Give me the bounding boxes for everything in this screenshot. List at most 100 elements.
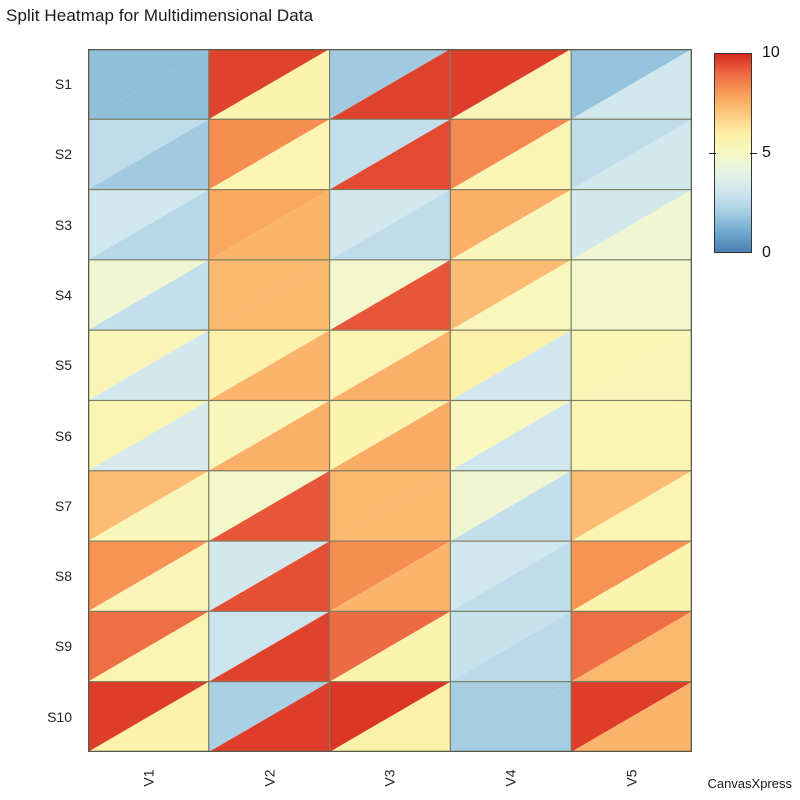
heatmap-cell[interactable]: [449, 681, 572, 752]
cell-upper-triangle[interactable]: [450, 611, 572, 682]
cell-upper-triangle[interactable]: [329, 470, 451, 542]
heatmap-cell[interactable]: [329, 681, 451, 752]
cell-lower-triangle[interactable]: [208, 330, 330, 401]
heatmap-cell[interactable]: [88, 610, 210, 683]
heatmap-cell[interactable]: [329, 399, 451, 472]
heatmap-svg[interactable]: [88, 49, 692, 752]
heatmap-cell[interactable]: [88, 118, 210, 191]
heatmap-cell[interactable]: [570, 470, 692, 542]
cell-lower-triangle[interactable]: [450, 611, 572, 682]
cell-lower-triangle[interactable]: [88, 470, 209, 542]
cell-upper-triangle[interactable]: [208, 49, 330, 120]
cell-lower-triangle[interactable]: [329, 541, 451, 612]
cell-lower-triangle[interactable]: [329, 470, 451, 542]
cell-lower-triangle[interactable]: [450, 470, 572, 542]
cell-upper-triangle[interactable]: [329, 611, 451, 682]
heatmap-cell[interactable]: [88, 540, 210, 612]
cell-upper-triangle[interactable]: [571, 681, 692, 752]
cell-lower-triangle[interactable]: [571, 259, 692, 331]
heatmap-cell[interactable]: [329, 540, 451, 612]
cell-upper-triangle[interactable]: [571, 330, 692, 401]
cell-upper-triangle[interactable]: [450, 49, 572, 120]
heatmap-cell[interactable]: [449, 49, 572, 120]
heatmap-cell[interactable]: [208, 610, 331, 683]
heatmap-plot-area[interactable]: [88, 49, 692, 752]
heatmap-cell[interactable]: [88, 681, 210, 752]
cell-upper-triangle[interactable]: [329, 259, 451, 331]
cell-upper-triangle[interactable]: [450, 681, 572, 752]
cell-upper-triangle[interactable]: [329, 681, 451, 752]
cell-upper-triangle[interactable]: [450, 541, 572, 612]
heatmap-cell[interactable]: [570, 189, 692, 261]
heatmap-cell[interactable]: [570, 118, 692, 191]
cell-lower-triangle[interactable]: [329, 400, 451, 471]
cell-upper-triangle[interactable]: [450, 400, 572, 471]
cell-upper-triangle[interactable]: [571, 400, 692, 471]
heatmap-cell[interactable]: [449, 540, 572, 612]
cell-upper-triangle[interactable]: [571, 189, 692, 260]
heatmap-cell[interactable]: [88, 189, 210, 261]
cell-upper-triangle[interactable]: [571, 119, 692, 190]
cell-upper-triangle[interactable]: [450, 330, 572, 401]
cell-lower-triangle[interactable]: [450, 330, 572, 401]
cell-upper-triangle[interactable]: [208, 189, 330, 260]
cell-lower-triangle[interactable]: [571, 189, 692, 260]
cell-lower-triangle[interactable]: [208, 470, 330, 542]
heatmap-cell[interactable]: [449, 259, 572, 331]
cell-lower-triangle[interactable]: [208, 400, 330, 471]
cell-upper-triangle[interactable]: [88, 189, 209, 260]
cell-lower-triangle[interactable]: [88, 611, 209, 682]
heatmap-cell[interactable]: [208, 681, 331, 752]
cell-upper-triangle[interactable]: [450, 189, 572, 260]
legend-colorbar[interactable]: [714, 53, 752, 253]
cell-lower-triangle[interactable]: [571, 119, 692, 190]
heatmap-cell[interactable]: [329, 470, 451, 542]
cell-lower-triangle[interactable]: [571, 330, 692, 401]
cell-lower-triangle[interactable]: [450, 541, 572, 612]
cell-upper-triangle[interactable]: [88, 611, 209, 682]
cell-upper-triangle[interactable]: [88, 400, 209, 471]
cell-lower-triangle[interactable]: [571, 681, 692, 752]
heatmap-cell[interactable]: [570, 329, 692, 402]
cell-upper-triangle[interactable]: [208, 400, 330, 471]
cell-lower-triangle[interactable]: [329, 49, 451, 120]
cell-lower-triangle[interactable]: [450, 49, 572, 120]
heatmap-cell[interactable]: [208, 470, 331, 542]
cell-lower-triangle[interactable]: [571, 400, 692, 471]
heatmap-cell[interactable]: [449, 610, 572, 683]
cell-upper-triangle[interactable]: [88, 470, 209, 542]
heatmap-cell[interactable]: [449, 189, 572, 261]
cell-upper-triangle[interactable]: [88, 330, 209, 401]
cell-lower-triangle[interactable]: [329, 119, 451, 190]
cell-lower-triangle[interactable]: [571, 470, 692, 542]
cell-upper-triangle[interactable]: [571, 49, 692, 120]
heatmap-cell[interactable]: [208, 189, 331, 261]
heatmap-cell[interactable]: [329, 259, 451, 331]
cell-lower-triangle[interactable]: [208, 611, 330, 682]
heatmap-cell[interactable]: [329, 49, 451, 120]
cell-upper-triangle[interactable]: [208, 681, 330, 752]
heatmap-cell[interactable]: [208, 259, 331, 331]
cell-lower-triangle[interactable]: [329, 330, 451, 401]
cell-lower-triangle[interactable]: [329, 681, 451, 752]
heatmap-cell[interactable]: [329, 329, 451, 402]
cell-lower-triangle[interactable]: [571, 49, 692, 120]
cell-lower-triangle[interactable]: [450, 681, 572, 752]
cell-upper-triangle[interactable]: [208, 541, 330, 612]
cell-upper-triangle[interactable]: [450, 470, 572, 542]
heatmap-cell[interactable]: [570, 49, 692, 120]
heatmap-cell[interactable]: [449, 118, 572, 191]
heatmap-cell[interactable]: [449, 329, 572, 402]
heatmap-cell[interactable]: [329, 118, 451, 191]
heatmap-cell[interactable]: [329, 610, 451, 683]
cell-lower-triangle[interactable]: [571, 541, 692, 612]
color-legend[interactable]: 10 5 0: [709, 45, 800, 268]
heatmap-cell[interactable]: [449, 399, 572, 472]
heatmap-cell[interactable]: [88, 470, 210, 542]
cell-lower-triangle[interactable]: [450, 189, 572, 260]
heatmap-cell[interactable]: [208, 540, 331, 612]
cell-upper-triangle[interactable]: [88, 541, 209, 612]
heatmap-cell[interactable]: [570, 610, 692, 683]
cell-lower-triangle[interactable]: [329, 611, 451, 682]
cell-upper-triangle[interactable]: [88, 681, 209, 752]
